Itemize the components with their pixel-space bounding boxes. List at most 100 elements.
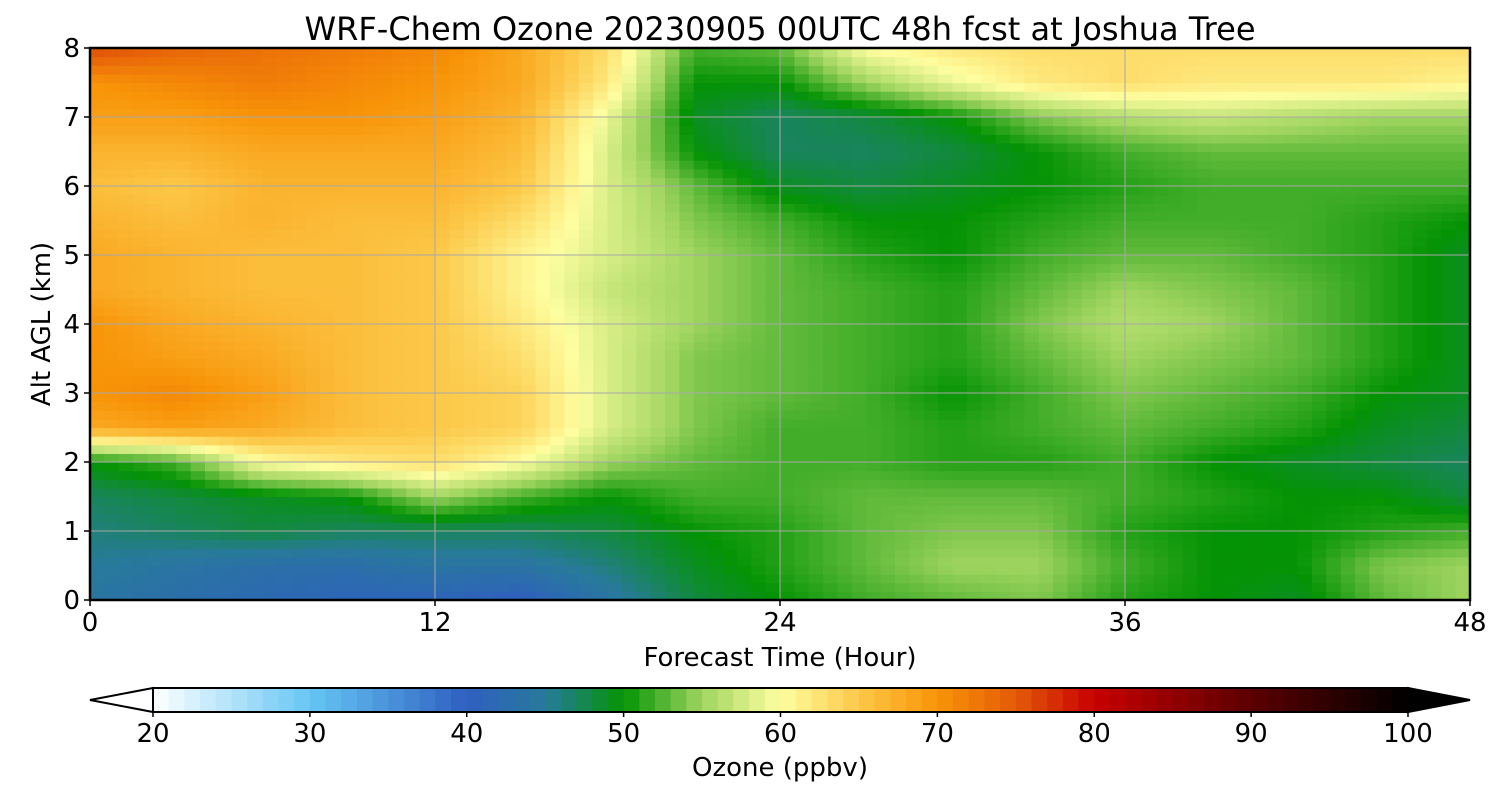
heatmap-cell bbox=[1196, 479, 1212, 489]
heatmap-cell bbox=[722, 410, 738, 420]
heatmap-cell bbox=[521, 263, 537, 273]
heatmap-cell bbox=[1340, 462, 1356, 472]
heatmap-cell bbox=[1225, 453, 1241, 463]
heatmap-cell bbox=[1153, 401, 1169, 411]
heatmap-cell bbox=[535, 522, 551, 532]
heatmap-cell bbox=[391, 487, 407, 498]
heatmap-cell bbox=[909, 410, 925, 420]
heatmap-cell bbox=[837, 186, 853, 196]
heatmap-cell bbox=[564, 255, 580, 265]
heatmap-cell bbox=[751, 367, 767, 377]
heatmap-cell bbox=[1441, 324, 1457, 334]
heatmap-cell bbox=[938, 168, 954, 178]
heatmap-cell bbox=[1182, 539, 1198, 549]
heatmap-cell bbox=[1412, 289, 1428, 299]
heatmap-cell bbox=[420, 349, 436, 360]
heatmap-cell bbox=[995, 470, 1011, 480]
heatmap-cell bbox=[1369, 574, 1385, 584]
heatmap-cell bbox=[90, 246, 105, 256]
heatmap-cell bbox=[1182, 237, 1198, 247]
heatmap-cell bbox=[550, 479, 565, 489]
heatmap-cell bbox=[1398, 272, 1414, 282]
heatmap-cell bbox=[506, 324, 522, 334]
heatmap-cell bbox=[550, 177, 565, 187]
heatmap-cell bbox=[1182, 384, 1198, 394]
heatmap-cell bbox=[1067, 462, 1083, 472]
heatmap-cell bbox=[363, 246, 379, 256]
heatmap-cell bbox=[1340, 220, 1356, 230]
heatmap-cell bbox=[391, 479, 407, 489]
heatmap-cell bbox=[276, 246, 292, 256]
heatmap-cell bbox=[233, 375, 249, 385]
heatmap-cell bbox=[909, 539, 925, 549]
heatmap-cell bbox=[1081, 513, 1097, 523]
heatmap-cell bbox=[736, 246, 752, 256]
heatmap-cell bbox=[348, 565, 364, 575]
heatmap-cell bbox=[391, 375, 407, 385]
heatmap-cell bbox=[1110, 496, 1126, 506]
heatmap-cell bbox=[1067, 548, 1083, 558]
heatmap-cell bbox=[1426, 505, 1442, 515]
heatmap-cell bbox=[693, 591, 709, 601]
heatmap-cell bbox=[1153, 349, 1169, 360]
heatmap-cell bbox=[262, 453, 278, 463]
heatmap-cell bbox=[880, 384, 896, 394]
heatmap-cell bbox=[1355, 298, 1370, 308]
heatmap-cell bbox=[104, 142, 120, 153]
heatmap-cell bbox=[334, 410, 350, 420]
heatmap-cell bbox=[1024, 513, 1040, 523]
heatmap-cell bbox=[104, 306, 120, 316]
heatmap-cell bbox=[118, 418, 134, 429]
heatmap-cell bbox=[995, 487, 1011, 498]
heatmap-cell bbox=[262, 565, 278, 575]
heatmap-cell bbox=[147, 444, 163, 454]
heatmap-cell bbox=[406, 237, 422, 247]
heatmap-cell bbox=[406, 151, 422, 161]
heatmap-cell bbox=[90, 384, 105, 394]
heatmap-cell bbox=[1225, 582, 1241, 592]
heatmap-cell bbox=[938, 410, 954, 420]
heatmap-cell bbox=[1211, 393, 1227, 403]
heatmap-cell bbox=[1326, 393, 1342, 403]
heatmap-cell bbox=[463, 393, 479, 403]
heatmap-cell bbox=[176, 246, 192, 256]
heatmap-cell bbox=[176, 211, 192, 222]
heatmap-cell bbox=[751, 203, 767, 213]
heatmap-cell bbox=[1196, 582, 1212, 592]
heatmap-cell bbox=[693, 289, 709, 299]
heatmap-cell bbox=[1168, 186, 1184, 196]
heatmap-cell bbox=[650, 453, 666, 463]
heatmap-cell bbox=[276, 436, 292, 446]
heatmap-cell bbox=[981, 539, 997, 549]
heatmap-cell bbox=[650, 410, 666, 420]
heatmap-cell bbox=[233, 324, 249, 334]
heatmap-cell bbox=[1441, 436, 1457, 446]
heatmap-cell bbox=[1455, 280, 1471, 291]
heatmap-cell bbox=[276, 229, 292, 239]
heatmap-cell bbox=[320, 505, 335, 515]
heatmap-cell bbox=[1398, 289, 1414, 299]
heatmap-cell bbox=[751, 375, 767, 385]
heatmap-cell bbox=[363, 582, 379, 592]
heatmap-cell bbox=[1067, 229, 1083, 239]
heatmap-cell bbox=[1153, 462, 1169, 472]
heatmap-cell bbox=[1081, 565, 1097, 575]
heatmap-cell bbox=[291, 203, 307, 213]
heatmap-cell bbox=[1268, 582, 1284, 592]
heatmap-cell bbox=[593, 410, 609, 420]
heatmap-cell bbox=[205, 462, 220, 472]
heatmap-cell bbox=[938, 177, 954, 187]
heatmap-cell bbox=[1254, 479, 1270, 489]
heatmap-cell bbox=[564, 556, 580, 567]
heatmap-cell bbox=[1081, 255, 1097, 265]
heatmap-cell bbox=[1355, 306, 1370, 316]
heatmap-cell bbox=[578, 315, 594, 325]
heatmap-cell bbox=[995, 298, 1011, 308]
heatmap-cell bbox=[1283, 203, 1299, 213]
heatmap-cell bbox=[679, 306, 695, 316]
heatmap-cell bbox=[923, 479, 939, 489]
heatmap-cell bbox=[147, 367, 163, 377]
heatmap-cell bbox=[521, 453, 537, 463]
heatmap-cell bbox=[1240, 539, 1255, 549]
heatmap-cell bbox=[1426, 186, 1442, 196]
